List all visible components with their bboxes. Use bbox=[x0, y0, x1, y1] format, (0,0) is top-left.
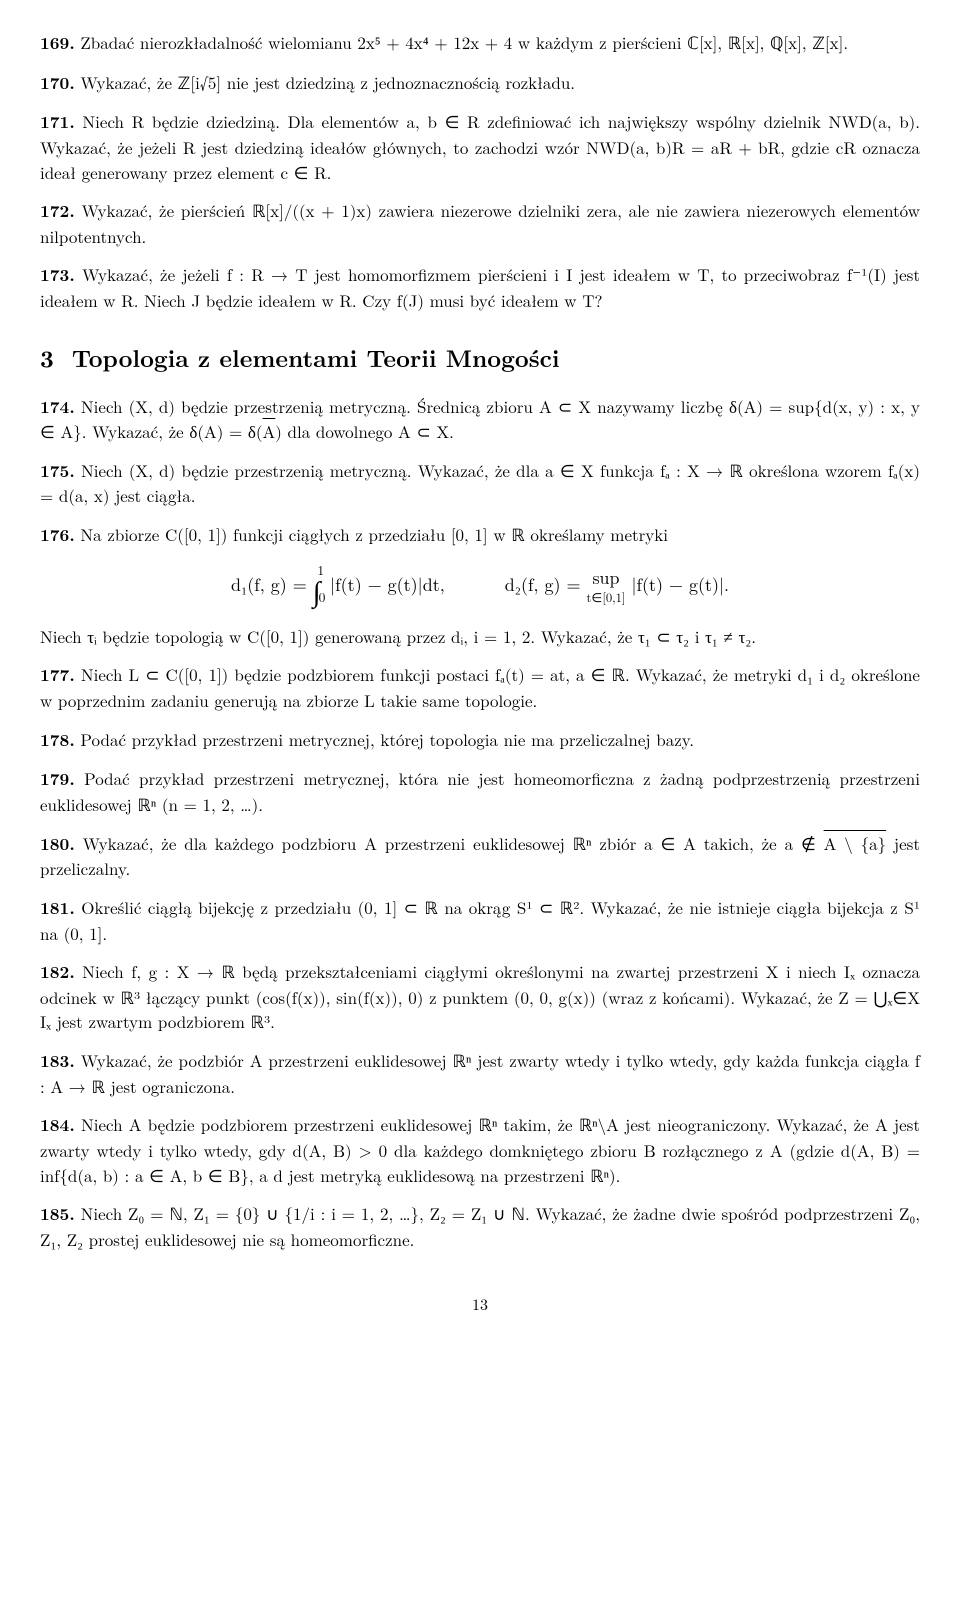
problem-number: 184. bbox=[40, 1113, 75, 1137]
problem-number: 176. bbox=[40, 523, 75, 547]
problem-175: 175. Niech (X, d) będzie przestrzenią me… bbox=[40, 458, 920, 508]
problem-176: 176. Na zbiorze C([0, 1]) funkcji ciągły… bbox=[40, 522, 920, 648]
problem-number: 170. bbox=[40, 71, 75, 95]
formula-left: d₁(f, g) = bbox=[231, 572, 313, 597]
formula-right-b: |f(t) − g(t)|. bbox=[631, 572, 729, 597]
problem-number: 178. bbox=[40, 728, 75, 752]
problem-180: 180. Wykazać, że dla każdego podzbioru A… bbox=[40, 831, 920, 881]
problem-184: 184. Niech A będzie podzbiorem przestrze… bbox=[40, 1112, 920, 1187]
int-upper: 1 bbox=[317, 560, 324, 579]
problem-text: Określić ciągłą bijekcję z przedziału (0… bbox=[40, 895, 920, 945]
problem-text-a: Niech (X, d) będzie przestrzenią metrycz… bbox=[40, 394, 920, 444]
problem-178: 178. Podać przykład przestrzeni metryczn… bbox=[40, 727, 920, 753]
problem-182: 182. Niech f, g : X → ℝ będą przekształc… bbox=[40, 959, 920, 1034]
problem-number: 172. bbox=[40, 199, 75, 223]
page-number: 13 bbox=[40, 1292, 920, 1315]
problem-text: Podać przykład przestrzeni metrycznej, k… bbox=[80, 727, 694, 751]
problem-text: Niech L ⊂ C([0, 1]) będzie podzbiorem fu… bbox=[40, 662, 920, 712]
formula-integrand: |f(t) − g(t)|dt, bbox=[330, 572, 499, 597]
problem-181: 181. Określić ciągłą bijekcję z przedzia… bbox=[40, 895, 920, 945]
problem-text: Niech Z₀ = ℕ, Z₁ = {0} ∪ {1/i : i = 1, 2… bbox=[40, 1201, 920, 1251]
display-formula: d₁(f, g) = ∫01 |f(t) − g(t)|dt, d₂(f, g)… bbox=[40, 560, 920, 612]
problem-number: 185. bbox=[40, 1202, 75, 1226]
problem-text: Niech (X, d) będzie przestrzenią metrycz… bbox=[40, 458, 920, 508]
problem-text-a: Wykazać, że dla każdego podzbioru A prze… bbox=[83, 831, 824, 855]
problem-number: 182. bbox=[40, 960, 75, 984]
problem-text: Niech f, g : X → ℝ będą przekształceniam… bbox=[40, 959, 920, 1033]
problem-179: 179. Podać przykład przestrzeni metryczn… bbox=[40, 766, 920, 816]
problem-173: 173. Wykazać, że jeżeli f : R → T jest h… bbox=[40, 262, 920, 312]
int-lower: 0 bbox=[319, 587, 326, 606]
problem-number: 175. bbox=[40, 459, 75, 483]
problem-170: 170. Wykazać, że ℤ[i√5] nie jest dziedzi… bbox=[40, 70, 920, 96]
problem-number: 173. bbox=[40, 263, 75, 287]
problem-174: 174. Niech (X, d) będzie przestrzenią me… bbox=[40, 394, 920, 444]
problem-number: 177. bbox=[40, 663, 75, 687]
problem-text: Wykazać, że pierścień ℝ[x]/((x + 1)x) za… bbox=[40, 198, 920, 248]
problem-177: 177. Niech L ⊂ C([0, 1]) będzie podzbior… bbox=[40, 662, 920, 712]
problem-number: 169. bbox=[40, 31, 75, 55]
problem-text: Na zbiorze C([0, 1]) funkcji ciągłych z … bbox=[80, 522, 668, 546]
section-heading: 3 Topologia z elementami Teorii Mnogości bbox=[40, 341, 920, 376]
problem-183: 183. Wykazać, że podzbiór A przestrzeni … bbox=[40, 1048, 920, 1098]
problem-text-2: Niech τᵢ będzie topologią w C([0, 1]) ge… bbox=[40, 624, 756, 648]
sup-sub: t∈[0,1] bbox=[587, 588, 626, 606]
problem-text: Podać przykład przestrzeni metrycznej, k… bbox=[40, 766, 920, 816]
problem-number: 171. bbox=[40, 110, 75, 134]
problem-text: Niech A będzie podzbiorem przestrzeni eu… bbox=[40, 1112, 920, 1186]
section-title: Topologia z elementami Teorii Mnogości bbox=[72, 341, 560, 375]
section-number: 3 bbox=[40, 341, 54, 375]
problem-number: 174. bbox=[40, 395, 75, 419]
problem-172: 172. Wykazać, że pierścień ℝ[x]/((x + 1)… bbox=[40, 198, 920, 248]
problem-number: 183. bbox=[40, 1049, 75, 1073]
problem-text: Zbadać nierozkładalność wielomianu 2x⁵ +… bbox=[80, 30, 848, 54]
formula-right-a: d₂(f, g) = bbox=[505, 572, 587, 597]
problem-text: Niech R będzie dziedziną. Dla elementów … bbox=[40, 109, 920, 183]
problem-number: 180. bbox=[40, 832, 75, 856]
problem-number: 179. bbox=[40, 767, 75, 791]
overline-A: A bbox=[263, 419, 276, 443]
problem-text-b: ) dla dowolnego A ⊂ X. bbox=[275, 419, 454, 443]
problem-number: 181. bbox=[40, 896, 75, 920]
problem-171: 171. Niech R będzie dziedziną. Dla eleme… bbox=[40, 109, 920, 184]
sup-text: sup bbox=[592, 565, 619, 590]
overline-set: A \ {a} bbox=[824, 831, 886, 855]
problem-169: 169. Zbadać nierozkładalność wielomianu … bbox=[40, 30, 920, 56]
problem-text: Wykazać, że jeżeli f : R → T jest homomo… bbox=[40, 262, 920, 312]
sup-block: sup t∈[0,1] bbox=[587, 569, 626, 605]
problem-text: Wykazać, że podzbiór A przestrzeni eukli… bbox=[40, 1048, 920, 1098]
problem-185: 185. Niech Z₀ = ℕ, Z₁ = {0} ∪ {1/i : i =… bbox=[40, 1201, 920, 1251]
problem-text: Wykazać, że ℤ[i√5] nie jest dziedziną z … bbox=[80, 70, 575, 94]
